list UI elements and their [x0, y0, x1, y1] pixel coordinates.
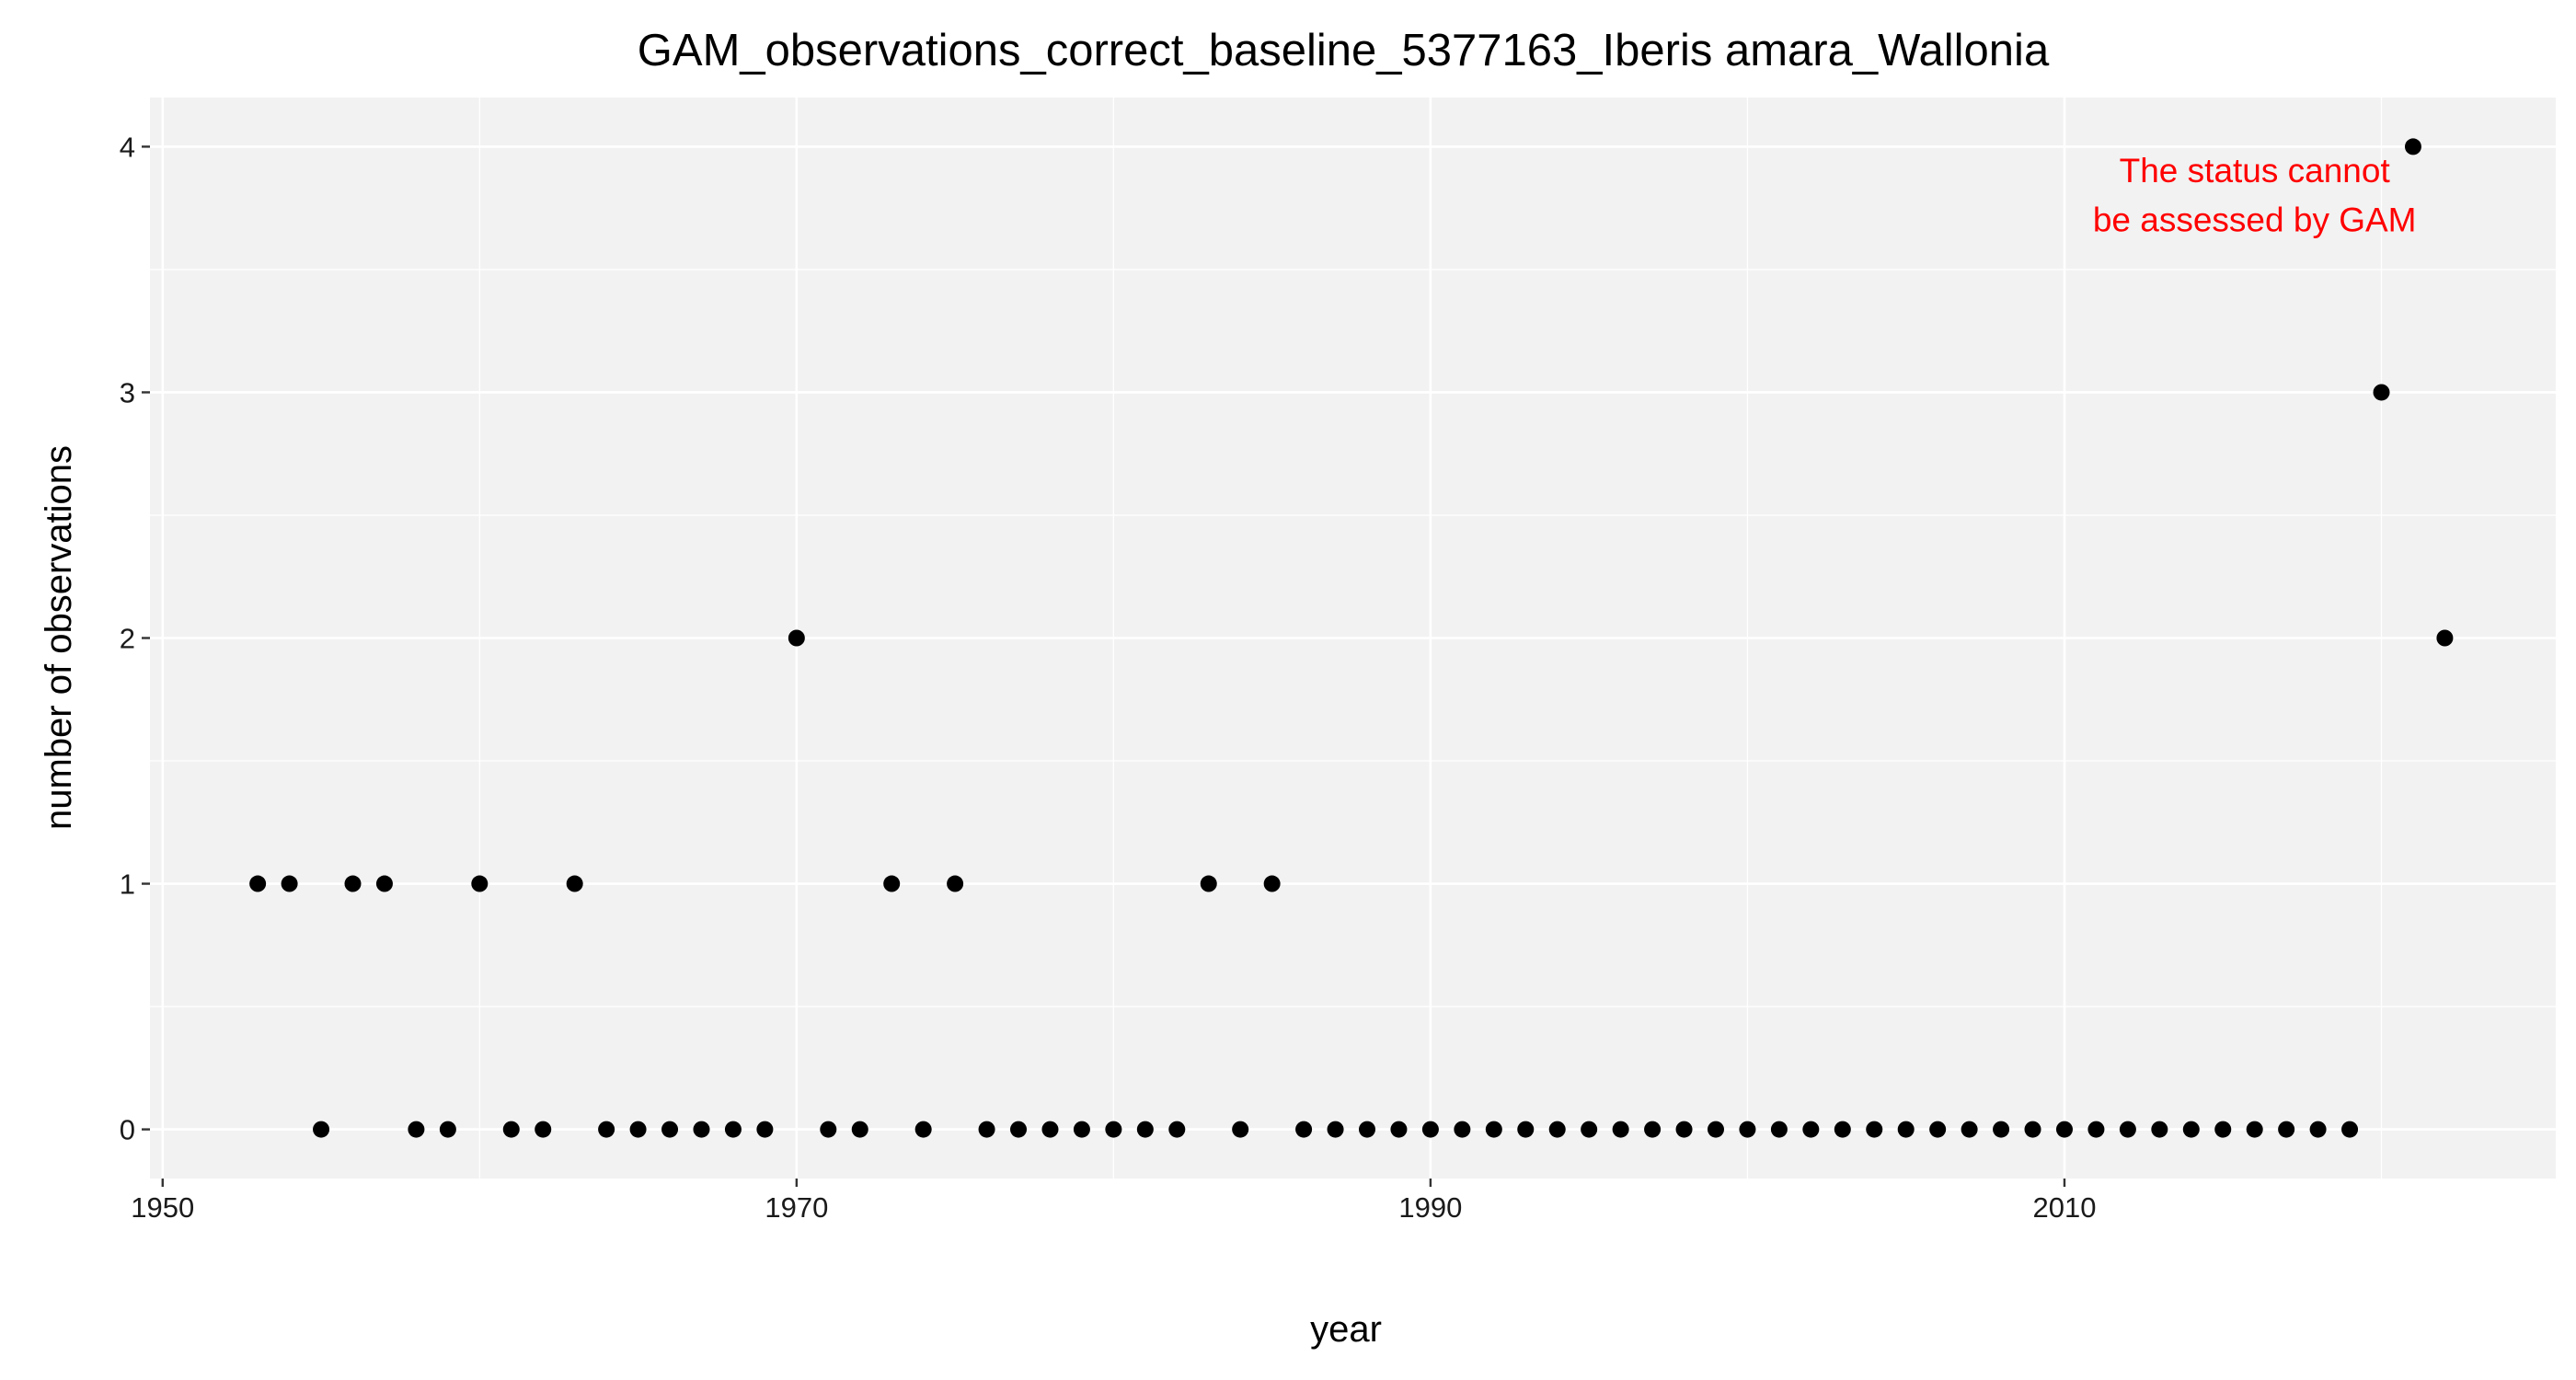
- data-point: [788, 629, 805, 647]
- data-point: [1644, 1121, 1662, 1138]
- data-point: [1073, 1121, 1090, 1138]
- data-point: [2278, 1121, 2295, 1138]
- data-point: [1612, 1121, 1629, 1138]
- data-point: [1802, 1121, 1820, 1138]
- data-point: [2309, 1121, 2327, 1138]
- data-point: [1485, 1121, 1502, 1138]
- data-point: [313, 1121, 330, 1138]
- data-point: [2055, 1121, 2073, 1138]
- data-point: [281, 875, 298, 892]
- data-point: [1168, 1121, 1186, 1138]
- data-point: [914, 1121, 932, 1138]
- data-point: [1232, 1121, 1249, 1138]
- data-point: [1834, 1121, 1851, 1138]
- y-tick-label: 1: [120, 868, 135, 901]
- y-axis-title: number of observations: [39, 445, 79, 830]
- data-point: [2119, 1121, 2136, 1138]
- data-point: [249, 875, 267, 892]
- data-point: [1263, 875, 1281, 892]
- data-point: [1739, 1121, 1756, 1138]
- data-point: [1041, 1121, 1059, 1138]
- data-point: [2436, 629, 2454, 647]
- annotation: The status cannot be assessed by GAM: [2093, 152, 2417, 238]
- data-point: [1010, 1121, 1028, 1138]
- data-point: [1707, 1121, 1724, 1138]
- data-point: [1993, 1121, 2010, 1138]
- data-point: [661, 1121, 679, 1138]
- data-point: [535, 1121, 552, 1138]
- data-point: [2404, 138, 2421, 155]
- data-point: [2151, 1121, 2168, 1138]
- data-point: [471, 875, 489, 892]
- data-point: [1517, 1121, 1535, 1138]
- data-point: [439, 1121, 456, 1138]
- data-point: [1961, 1121, 1978, 1138]
- data-point: [1581, 1121, 1598, 1138]
- data-point: [566, 875, 583, 892]
- data-point: [1421, 1121, 1439, 1138]
- data-point: [2182, 1121, 2200, 1138]
- data-point: [1770, 1121, 1788, 1138]
- data-point: [1675, 1121, 1693, 1138]
- y-tick-label: 4: [120, 131, 135, 163]
- data-point: [1897, 1121, 1915, 1138]
- y-tick-label: 0: [120, 1114, 135, 1146]
- x-axis: 1950 1970 1990 2010: [131, 1179, 2096, 1224]
- annotation-line: The status cannot: [2120, 152, 2391, 190]
- data-point: [1136, 1121, 1154, 1138]
- data-point: [1454, 1121, 1471, 1138]
- data-point: [1200, 875, 1217, 892]
- x-tick-label: 1970: [765, 1191, 828, 1224]
- x-tick-label: 1950: [131, 1191, 194, 1224]
- annotation-line: be assessed by GAM: [2093, 201, 2417, 239]
- data-point: [1327, 1121, 1344, 1138]
- data-point: [693, 1121, 710, 1138]
- chart-title: GAM_observations_correct_baseline_537716…: [638, 26, 2050, 75]
- data-point: [820, 1121, 837, 1138]
- data-point: [502, 1121, 520, 1138]
- data-point: [408, 1121, 425, 1138]
- data-point: [756, 1121, 774, 1138]
- data-point: [2087, 1121, 2105, 1138]
- data-point: [2246, 1121, 2263, 1138]
- data-point: [344, 875, 362, 892]
- y-tick-label: 3: [120, 376, 135, 408]
- y-axis: 0 1 2 3 4: [120, 131, 150, 1146]
- data-points: [249, 138, 2454, 1138]
- data-point: [947, 875, 964, 892]
- data-point: [1359, 1121, 1376, 1138]
- data-point: [2214, 1121, 2232, 1138]
- data-point: [1548, 1121, 1566, 1138]
- data-point: [2373, 384, 2390, 401]
- data-point: [1390, 1121, 1408, 1138]
- data-point: [1105, 1121, 1122, 1138]
- data-point: [375, 875, 393, 892]
- data-point: [1929, 1121, 1947, 1138]
- data-point: [2341, 1121, 2359, 1138]
- data-point: [978, 1121, 995, 1138]
- x-tick-label: 1990: [1398, 1191, 1462, 1224]
- data-point: [724, 1121, 742, 1138]
- data-point: [883, 875, 901, 892]
- data-point: [598, 1121, 615, 1138]
- x-tick-label: 2010: [2032, 1191, 2096, 1224]
- y-tick-label: 2: [120, 623, 135, 655]
- data-point: [1295, 1121, 1313, 1138]
- data-point: [851, 1121, 868, 1138]
- data-point: [629, 1121, 647, 1138]
- data-point: [1866, 1121, 1883, 1138]
- x-axis-title: year: [1310, 1309, 1382, 1350]
- data-point: [2024, 1121, 2041, 1138]
